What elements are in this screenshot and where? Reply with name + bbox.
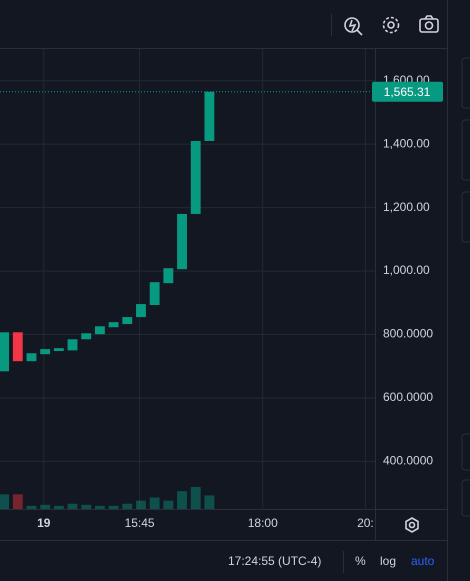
screenshot-icon[interactable] — [419, 15, 439, 33]
candle-body — [190, 141, 201, 214]
candle-body — [204, 91, 215, 141]
clock: 17:24:55 (UTC-4) — [228, 554, 321, 568]
auto-toggle[interactable]: auto — [411, 554, 435, 568]
volume-bar — [177, 491, 187, 509]
volume-bar — [122, 503, 133, 509]
log-toggle[interactable]: log — [380, 554, 396, 568]
volume-bar — [40, 504, 51, 509]
volume-bar — [94, 505, 105, 509]
y-tick-label: 600.0000 — [383, 390, 433, 404]
volume-bar — [53, 505, 64, 509]
candle-body — [67, 339, 78, 351]
candle-body — [40, 349, 51, 355]
last-price-badge — [372, 81, 443, 102]
candle-body — [163, 268, 174, 284]
candle-body — [149, 282, 160, 306]
last-price-label: 1,565.31 — [384, 85, 431, 99]
candle-body — [136, 304, 146, 318]
candle-body — [81, 333, 92, 340]
candle-body — [94, 326, 105, 335]
y-tick-label: 1,200.00 — [383, 200, 430, 214]
volume-bar — [81, 504, 92, 509]
y-tick-label: 1,400.00 — [383, 136, 430, 150]
time-axis-settings[interactable] — [405, 517, 419, 533]
x-tick-label: 18:00 — [248, 516, 278, 530]
settings-icon[interactable] — [382, 16, 400, 34]
candle-body — [0, 332, 10, 372]
alert-icon[interactable] — [344, 17, 363, 36]
y-tick-label: 800.0000 — [383, 327, 433, 341]
candle-body — [26, 353, 37, 362]
volume-bar — [0, 494, 10, 509]
x-tick-label: 15:45 — [125, 516, 155, 530]
plot — [0, 49, 375, 509]
candle-body — [108, 322, 119, 328]
volume-bar — [163, 500, 174, 509]
sidebar — [461, 57, 470, 517]
percent-toggle[interactable]: % — [355, 554, 366, 568]
candle-body — [53, 348, 64, 352]
volume-bar — [12, 494, 23, 509]
candle-body — [12, 332, 23, 362]
volume-bar — [149, 497, 160, 509]
volume-bar — [136, 500, 146, 509]
y-tick-label: 1,000.00 — [383, 263, 430, 277]
volume-bar — [204, 495, 215, 509]
volume-bar — [26, 505, 37, 509]
candle-body — [122, 317, 133, 325]
candle-body — [177, 213, 187, 270]
volume-bar — [190, 487, 201, 509]
x-tick-label: 20: — [357, 516, 374, 530]
x-tick-label: 19 — [37, 516, 51, 530]
volume-bar — [67, 503, 78, 509]
y-tick-label: 400.0000 — [383, 454, 433, 468]
volume-bar — [108, 505, 119, 509]
